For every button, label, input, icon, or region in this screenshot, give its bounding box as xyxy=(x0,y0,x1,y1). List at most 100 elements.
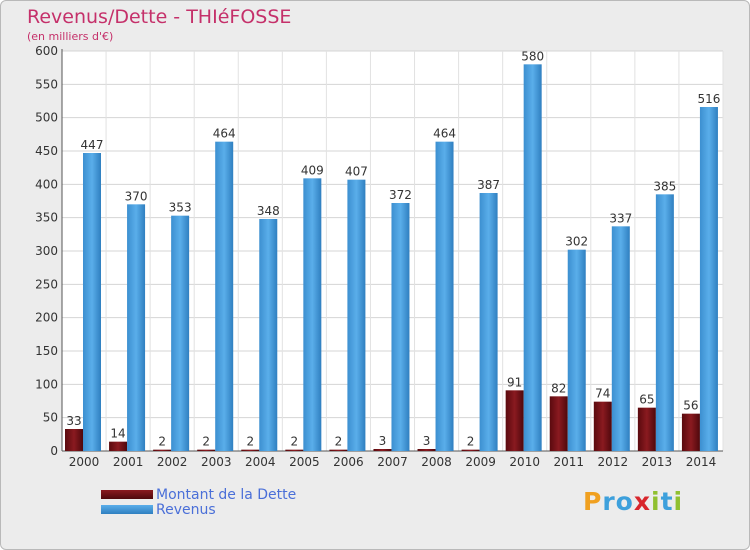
debt-bar xyxy=(329,449,348,451)
y-tick-label: 50 xyxy=(43,411,58,425)
proxiti-logo: Proxiti xyxy=(583,487,683,516)
debt-bar xyxy=(373,449,392,451)
debt-value-label: 2 xyxy=(246,435,254,449)
debt-bar xyxy=(593,401,612,451)
logo-letter: i xyxy=(673,487,684,516)
y-tick-label: 500 xyxy=(35,111,58,125)
y-tick-label: 200 xyxy=(35,311,58,325)
debt-value-label: 65 xyxy=(639,393,654,407)
x-tick-label: 2008 xyxy=(421,455,452,469)
revenue-bar xyxy=(655,194,674,452)
debt-bar xyxy=(417,449,436,451)
x-tick-label: 2012 xyxy=(598,455,629,469)
x-tick-label: 2011 xyxy=(553,455,584,469)
legend-swatch-revenus xyxy=(101,505,153,514)
revenue-bar xyxy=(611,226,630,451)
revenue-bar xyxy=(435,141,454,451)
revenue-bar xyxy=(347,179,366,451)
debt-bar xyxy=(65,429,83,451)
debt-value-label: 33 xyxy=(66,414,81,428)
x-tick-label: 2007 xyxy=(377,455,408,469)
x-tick-label: 2002 xyxy=(157,455,188,469)
debt-value-label: 2 xyxy=(467,435,475,449)
revenue-value-label: 516 xyxy=(697,92,720,106)
debt-bar xyxy=(241,449,260,451)
legend-item-dette: Montant de la Dette xyxy=(101,486,297,503)
revenue-value-label: 302 xyxy=(565,235,588,249)
legend-label-revenus: Revenus xyxy=(156,501,216,518)
y-tick-label: 0 xyxy=(50,444,58,458)
x-tick-label: 2004 xyxy=(245,455,276,469)
x-tick-label: 2000 xyxy=(69,455,100,469)
debt-bar xyxy=(637,407,656,451)
revenue-value-label: 348 xyxy=(257,204,280,218)
logo-letter: i xyxy=(651,487,661,516)
logo-letter: r xyxy=(602,487,616,516)
debt-bar xyxy=(505,390,524,451)
logo-letter: x xyxy=(633,487,651,516)
revenue-bar xyxy=(391,203,410,451)
revenue-value-label: 353 xyxy=(169,201,192,215)
legend-item-revenus: Revenus xyxy=(101,501,296,518)
revenue-value-label: 337 xyxy=(609,211,632,225)
chart-subtitle: (en milliers d'€) xyxy=(27,30,114,43)
x-tick-label: 2013 xyxy=(642,455,673,469)
logo-letter: P xyxy=(583,487,603,516)
debt-bar xyxy=(197,449,216,451)
y-tick-label: 150 xyxy=(35,344,58,358)
x-tick-label: 2014 xyxy=(686,455,717,469)
debt-value-label: 2 xyxy=(202,435,210,449)
revenue-bar xyxy=(303,178,322,452)
debt-bar xyxy=(549,396,568,451)
revenue-value-label: 372 xyxy=(389,188,412,202)
debt-bar xyxy=(461,449,480,451)
x-tick-label: 2003 xyxy=(201,455,232,469)
revenue-value-label: 407 xyxy=(345,165,368,179)
debt-bar xyxy=(681,413,700,451)
y-tick-label: 100 xyxy=(35,377,58,391)
revenue-bar xyxy=(523,64,542,452)
revenue-bar xyxy=(259,219,278,451)
debt-bar xyxy=(285,449,304,451)
y-tick-label: 450 xyxy=(35,144,58,158)
x-tick-label: 2005 xyxy=(289,455,320,469)
revenue-value-label: 409 xyxy=(301,163,324,177)
debt-value-label: 14 xyxy=(110,427,125,441)
revenue-value-label: 385 xyxy=(653,179,676,193)
revenue-value-label: 464 xyxy=(213,127,236,141)
legend-label-dette: Montant de la Dette xyxy=(156,486,297,503)
revenue-value-label: 370 xyxy=(125,189,148,203)
debt-value-label: 3 xyxy=(379,434,387,448)
y-tick-label: 400 xyxy=(35,177,58,191)
debt-value-label: 74 xyxy=(595,387,610,401)
debt-bar xyxy=(109,441,128,451)
logo-letter: o xyxy=(615,487,634,516)
x-tick-label: 2006 xyxy=(333,455,364,469)
y-tick-label: 250 xyxy=(35,277,58,291)
revenue-bar xyxy=(567,249,586,451)
revenue-value-label: 464 xyxy=(433,127,456,141)
revenue-bar xyxy=(127,204,146,451)
revenue-value-label: 580 xyxy=(521,49,544,63)
revenue-value-label: 447 xyxy=(81,138,104,152)
x-tick-label: 2010 xyxy=(509,455,540,469)
revenue-bar xyxy=(699,107,718,451)
revenue-bar xyxy=(83,153,101,451)
debt-value-label: 2 xyxy=(291,435,299,449)
y-tick-label: 300 xyxy=(35,244,58,258)
debt-value-label: 3 xyxy=(423,434,431,448)
revenue-bar xyxy=(215,141,234,451)
debt-value-label: 82 xyxy=(551,381,566,395)
debt-value-label: 56 xyxy=(683,399,698,413)
x-tick-label: 2009 xyxy=(465,455,496,469)
y-tick-label: 350 xyxy=(35,211,58,225)
chart-title: Revenus/Dette - THIéFOSSE xyxy=(27,6,292,28)
logo-letter: t xyxy=(660,487,674,516)
chart-legend: Montant de la Dette Revenus xyxy=(101,486,297,518)
debt-value-label: 2 xyxy=(158,435,166,449)
debt-bar xyxy=(153,449,172,451)
revenue-bar xyxy=(479,193,498,451)
legend-swatch-dette xyxy=(101,490,153,499)
